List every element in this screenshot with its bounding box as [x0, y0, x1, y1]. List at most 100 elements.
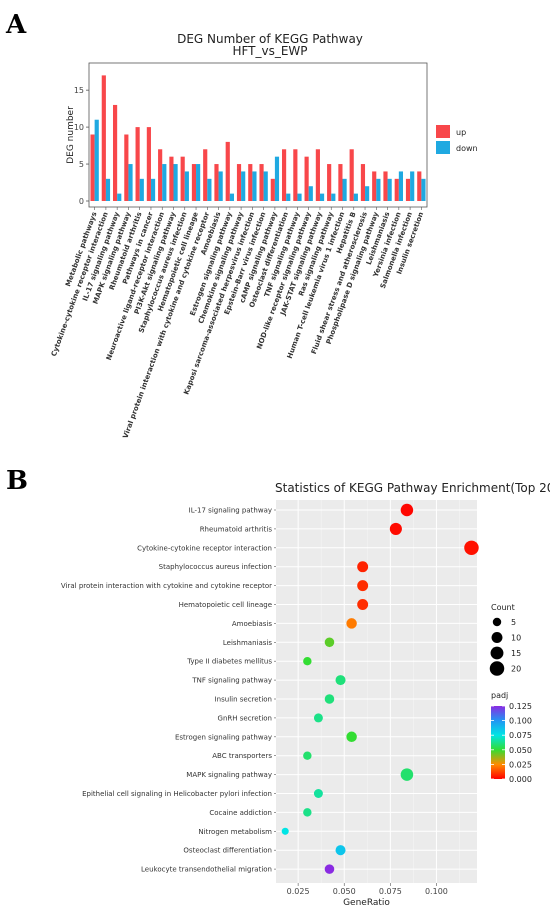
- enrichment-point: [313, 713, 323, 723]
- bar-down: [105, 178, 111, 201]
- chart-b-title: Statistics of KEGG Pathway Enrichment(To…: [275, 481, 550, 495]
- y-tick-label: TNF signaling pathway: [191, 677, 272, 685]
- bar-down: [139, 178, 144, 201]
- bar-up: [180, 156, 185, 201]
- y-tick-label: Amoebiasis: [232, 620, 272, 628]
- enrichment-point: [324, 694, 335, 704]
- bar-up: [191, 164, 197, 201]
- bar-down: [297, 193, 302, 201]
- y-tick-label: MAPK signaling pathway: [186, 771, 272, 779]
- chart-a-plot-area: [88, 62, 428, 208]
- enrichment-point: [357, 599, 369, 610]
- enrichment-point: [346, 618, 357, 629]
- bar-up: [360, 164, 366, 201]
- bar-down: [421, 178, 426, 201]
- color-legend-title: padj: [491, 691, 508, 700]
- bar-down: [241, 171, 246, 201]
- size-legend-dot: [491, 632, 503, 643]
- enrichment-point: [357, 580, 369, 592]
- bar-up: [124, 134, 129, 201]
- bar-up: [293, 149, 298, 201]
- bar-down: [376, 178, 381, 201]
- enrichment-point: [346, 731, 357, 743]
- y-tick-label: Viral protein interaction with cytokine …: [61, 582, 272, 590]
- enrichment-point: [281, 827, 289, 835]
- color-legend-label: 0.000: [509, 775, 532, 784]
- bar-up: [405, 178, 411, 201]
- panel-a-letter: A: [5, 10, 27, 40]
- y-tick-label: IL-17 signaling pathway: [189, 507, 272, 515]
- enrichment-point: [324, 864, 335, 874]
- enrichment-point: [464, 540, 479, 556]
- bar-down: [387, 178, 392, 201]
- bar-up: [90, 134, 95, 201]
- bar-up: [259, 164, 264, 201]
- enrichment-point: [303, 751, 312, 760]
- y-tick-label: 10: [74, 123, 84, 132]
- bar-down: [319, 193, 325, 201]
- bar-down: [410, 171, 415, 201]
- size-legend-label: 5: [511, 618, 516, 627]
- chart-b-plot-area: [276, 500, 477, 883]
- size-legend-label: 15: [511, 649, 521, 658]
- bar-down: [263, 171, 268, 201]
- x-tick-label: 0.050: [333, 887, 356, 896]
- y-tick-label: Estrogen signaling pathway: [175, 733, 272, 741]
- bar-down: [196, 164, 201, 201]
- size-legend-label: 10: [511, 634, 521, 643]
- y-tick-label: Epithelial cell signaling in Helicobacte…: [82, 790, 272, 798]
- enrichment-point: [400, 768, 414, 781]
- bar-down: [173, 164, 178, 201]
- size-legend-label: 20: [511, 665, 521, 674]
- bar-up: [135, 127, 140, 201]
- enrichment-point: [324, 637, 335, 648]
- x-axis-title: GeneRatio: [343, 898, 390, 908]
- bar-up: [281, 149, 287, 201]
- y-tick-label: Nitrogen metabolism: [198, 828, 272, 836]
- bar-up: [146, 127, 151, 201]
- y-tick-label: Leishmaniasis: [223, 639, 272, 647]
- bar-up: [315, 149, 320, 201]
- bar-up: [327, 164, 332, 201]
- bar-down: [308, 186, 313, 201]
- y-axis-title: DEG number: [66, 106, 76, 164]
- y-tick-label: Cytokine-cytokine receptor interaction: [137, 544, 272, 552]
- x-tick-label: 0.100: [425, 887, 448, 896]
- size-legend-dot: [490, 646, 504, 660]
- y-tick-label: 15: [74, 86, 84, 95]
- bar-up: [372, 171, 377, 201]
- y-tick-label: Hematopoietic cell lineage: [179, 601, 272, 609]
- bar-down: [150, 178, 156, 201]
- bar-down: [342, 178, 347, 201]
- bar-down: [218, 171, 223, 201]
- x-tick-label: 0.075: [379, 887, 402, 896]
- enrichment-point: [313, 788, 323, 799]
- y-tick-label: Staphylococcus aureus infection: [159, 563, 272, 571]
- panel-b-letter: B: [6, 466, 28, 496]
- y-tick-label: ABC transporters: [212, 752, 272, 760]
- y-tick-label: 0: [79, 197, 84, 206]
- bar-down: [162, 164, 167, 201]
- bar-up: [112, 104, 118, 201]
- bar-down: [252, 171, 257, 201]
- legend-down-label: down: [456, 144, 478, 153]
- bar-down: [207, 178, 212, 201]
- bar-up: [349, 149, 354, 201]
- bar-down: [184, 171, 189, 201]
- enrichment-point: [335, 675, 346, 686]
- color-legend-bar: [491, 706, 505, 779]
- bar-down: [274, 156, 280, 201]
- bar-up: [338, 164, 343, 201]
- y-tick-label: Osteoclast differentiation: [183, 847, 272, 855]
- legend-up-label: up: [456, 128, 466, 137]
- bar-up: [214, 164, 219, 201]
- y-tick-label: Cocaine addiction: [209, 809, 272, 817]
- bar-down: [331, 193, 336, 201]
- y-tick-label: Rheumatoid arthritis: [200, 525, 273, 533]
- bar-up: [383, 171, 388, 201]
- bar-down: [353, 193, 358, 201]
- legend-down-swatch: [436, 141, 450, 154]
- color-legend-label: 0.075: [509, 731, 532, 740]
